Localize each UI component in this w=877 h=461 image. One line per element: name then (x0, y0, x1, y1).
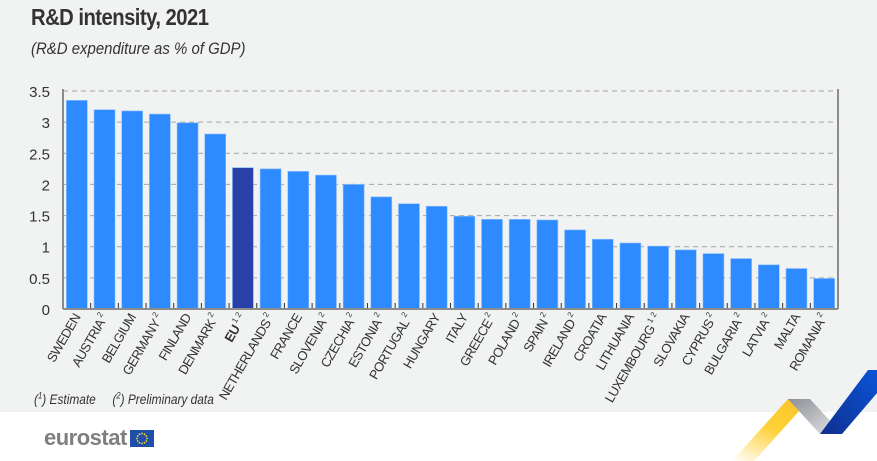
y-tick-label: 0 (42, 302, 50, 319)
bar-cyprus (702, 253, 725, 310)
bar-luxembourg (647, 245, 669, 310)
y-tick-labels: 0 0.5 1 1.5 2 2.5 3 3.5 (29, 84, 50, 319)
y-tick-label: 1 (42, 240, 50, 257)
eurostat-logo: eurostat (44, 425, 154, 451)
chart-subtitle: (R&D expenditure as % of GDP) (31, 39, 246, 58)
bars (66, 100, 835, 310)
y-tick-label: 2.5 (29, 146, 50, 163)
footnote-preliminary: (2) Preliminary data (112, 390, 214, 407)
y-tick-label: 3 (42, 115, 50, 132)
bar-austria (93, 109, 116, 310)
bar-sweden (66, 100, 88, 310)
bar-malta (785, 268, 808, 310)
bar-estonia (370, 196, 393, 310)
x-tick-label: LATVIA 2 (738, 310, 776, 359)
x-tick-label: POLAND 2 (484, 310, 526, 367)
eu-flag-icon (129, 429, 154, 447)
bar-lithuania (619, 242, 642, 310)
x-tick-label: NETHERLANDS 2 (215, 310, 278, 402)
bar-poland (508, 219, 531, 310)
bar-hungary (425, 205, 448, 310)
bar-germany (149, 113, 171, 310)
x-tick-label: ITALY (442, 310, 471, 345)
decorative-ribbon-icon (732, 370, 877, 461)
footnotes: (1) Estimate (2) Preliminary data (34, 390, 214, 407)
y-tick-label: 3.5 (29, 84, 50, 101)
bar-italy (453, 215, 476, 310)
x-tick-label: EU 1 2 (221, 310, 250, 345)
bar-belgium (121, 110, 143, 310)
logo-text: eurostat (44, 425, 127, 450)
y-tick-label: 1.5 (29, 209, 50, 226)
bar-czechia (342, 184, 365, 310)
bar-eu (232, 167, 254, 310)
y-tick-label: 0.5 (29, 271, 50, 288)
y-tick-label: 2 (42, 177, 50, 194)
bar-slovakia (674, 249, 697, 310)
bar-greece (481, 219, 503, 310)
chart-title: R&D intensity, 2021 (31, 4, 209, 30)
footnote-estimate: (1) Estimate (34, 390, 96, 407)
bar-ireland (564, 229, 586, 310)
bar-bulgaria (730, 258, 752, 310)
bar-slovenia (315, 174, 337, 310)
bar-france (287, 171, 310, 310)
axes (62, 89, 839, 310)
bar-spain (536, 219, 559, 310)
bar-portugal (398, 203, 420, 310)
bar-netherlands (259, 168, 282, 310)
bar-finland (176, 122, 199, 310)
bar-denmark (204, 133, 227, 310)
bar-croatia (591, 238, 614, 310)
bar-latvia (758, 264, 780, 310)
bar-romania (813, 278, 835, 310)
